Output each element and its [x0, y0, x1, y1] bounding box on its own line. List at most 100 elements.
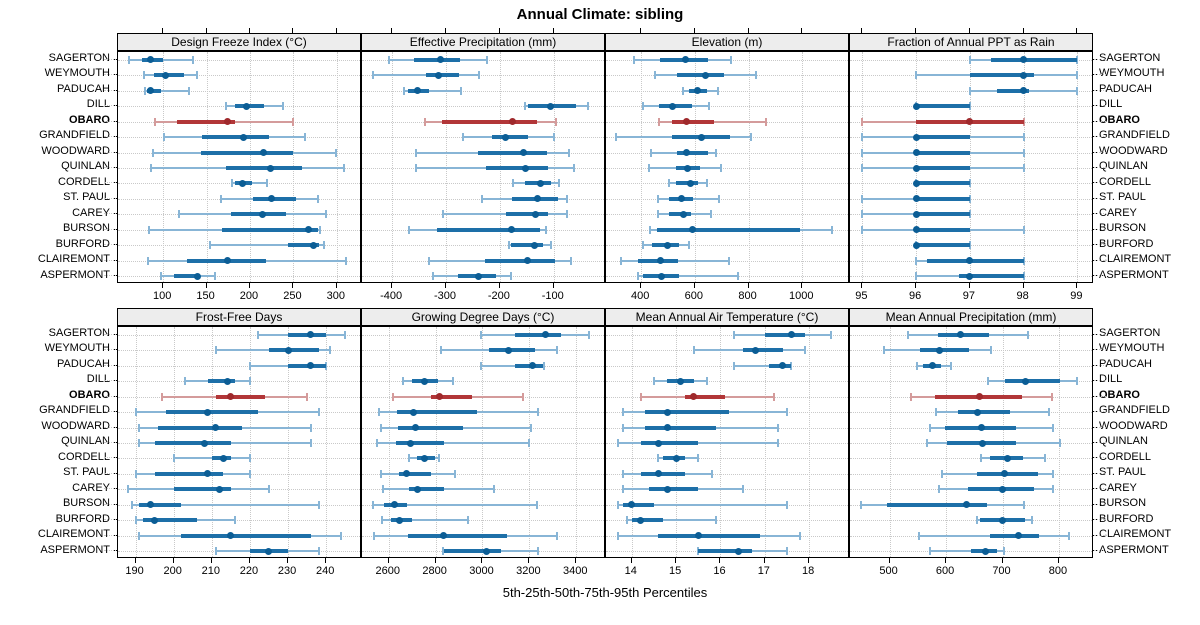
tick-mark — [134, 558, 136, 563]
median-dot — [637, 516, 645, 524]
gridline-stub-left — [104, 426, 116, 428]
whisker-cap-high — [786, 408, 788, 417]
tick-mark — [861, 283, 863, 288]
tick-label: 600 — [935, 565, 955, 577]
whisker-cap-high — [1059, 439, 1062, 447]
gridline-stub-right — [1094, 105, 1106, 107]
whisker-cap-low — [910, 392, 912, 401]
tick-label: 95 — [855, 290, 868, 302]
whisker-cap-high — [460, 86, 463, 95]
tick-label: 230 — [277, 565, 297, 577]
iqr-bar — [215, 394, 266, 399]
whisker-cap-low — [214, 547, 217, 556]
whisker-cap-low — [637, 272, 640, 281]
tick-mark — [445, 28, 447, 33]
median-dot — [307, 331, 315, 339]
iqr-bar — [640, 441, 699, 445]
gridline-stub-right — [1094, 364, 1106, 366]
range-line — [618, 503, 787, 506]
station-label-right: BURFORD — [1099, 237, 1154, 250]
whisker-cap-low — [861, 117, 864, 126]
whisker-cap-low — [128, 55, 131, 64]
gridline-stub-right — [1094, 89, 1106, 91]
whisker-cap-high — [1022, 164, 1025, 172]
gridline-horizontal — [362, 106, 604, 108]
whisker-cap-low — [372, 500, 375, 509]
gridline-horizontal — [606, 458, 848, 460]
whisker-cap-low — [649, 148, 652, 157]
whisker-cap-high — [334, 148, 337, 157]
range-line — [210, 244, 324, 247]
gridline-stub-right — [1094, 333, 1106, 335]
whisker-cap-low — [371, 71, 374, 80]
panel-title: Frost-Free Days — [195, 310, 283, 324]
median-dot — [532, 210, 540, 218]
whisker-cap-high — [557, 179, 560, 188]
gridline-horizontal — [606, 214, 848, 216]
whisker-cap-high — [438, 454, 441, 463]
whisker-cap-low — [641, 241, 644, 250]
gridline-stub-right — [1094, 228, 1106, 230]
median-dot — [694, 87, 702, 95]
median-dot — [681, 56, 689, 64]
whisker-cap-high — [1052, 469, 1055, 478]
whisker-cap-high — [477, 71, 480, 80]
whisker-cap-low — [621, 485, 624, 494]
iqr-bar — [207, 379, 235, 384]
whisker-cap-low — [415, 164, 418, 172]
whisker-cap-high — [316, 194, 319, 203]
iqr-bar — [154, 441, 231, 445]
tick-mark — [528, 558, 530, 563]
whisker-cap-high — [555, 117, 558, 126]
tick-mark — [1022, 283, 1024, 288]
tick-label: 16 — [713, 565, 726, 577]
whisker-cap-low — [230, 179, 233, 188]
iqr-bar — [154, 471, 224, 476]
range-line — [638, 275, 738, 278]
median-dot — [663, 424, 671, 432]
whisker-cap-high — [799, 531, 802, 540]
whisker-cap-high — [306, 392, 309, 401]
median-dot — [1020, 56, 1028, 64]
whisker-cap-low — [617, 500, 620, 509]
median-dot — [227, 393, 235, 401]
gridline-horizontal — [850, 198, 1092, 200]
tick-mark — [248, 558, 250, 563]
gridline-stub-left — [104, 213, 116, 215]
station-label-left: BURSON — [62, 497, 110, 510]
tick-mark — [968, 283, 970, 288]
whisker-cap-high — [248, 469, 251, 478]
station-label-right: ST. PAUL — [1099, 466, 1146, 479]
whisker-cap-low — [860, 500, 863, 509]
iqr-bar — [397, 425, 464, 430]
tick-label: 3000 — [469, 565, 494, 577]
whisker-cap-high — [697, 454, 700, 463]
whisker-cap-high — [303, 133, 306, 142]
gridline-stub-left — [104, 472, 116, 474]
whisker-cap-high — [831, 225, 833, 234]
gridline-horizontal — [850, 381, 1092, 383]
median-dot — [664, 241, 672, 249]
median-dot — [268, 195, 276, 203]
range-line — [377, 442, 530, 444]
tick-label: 1000 — [788, 290, 814, 302]
station-label-left: SAGERTON — [48, 327, 110, 339]
iqr-bar — [492, 135, 529, 140]
whisker-cap-low — [915, 272, 918, 281]
iqr-bar — [396, 410, 478, 415]
gridline-stub-right — [1094, 488, 1106, 490]
iqr-bar — [657, 227, 800, 232]
tick-label: 3200 — [516, 565, 541, 577]
median-dot — [912, 102, 920, 110]
median-dot — [483, 547, 491, 555]
tick-label: -100 — [541, 290, 564, 302]
station-label-left: BURFORD — [55, 512, 110, 525]
median-dot — [912, 195, 920, 203]
gridline-stub-left — [104, 182, 116, 184]
station-label-left: WEYMOUTH — [44, 342, 110, 355]
iqr-bar — [173, 487, 231, 492]
station-label-left: CAREY — [72, 206, 110, 219]
median-dot — [956, 331, 964, 339]
median-dot — [689, 226, 697, 234]
whisker-cap-low — [388, 55, 391, 64]
